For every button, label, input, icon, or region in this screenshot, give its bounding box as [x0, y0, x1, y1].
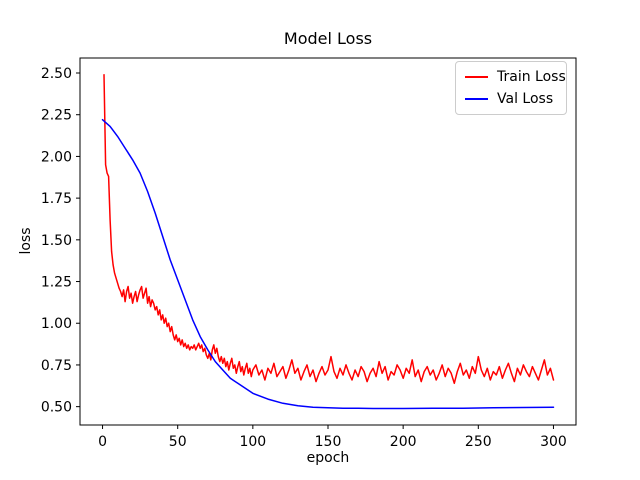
legend-entry-val-loss: Val Loss	[456, 88, 566, 110]
val-loss-line	[101, 118, 555, 410]
y-tick-label: 2.00	[41, 149, 72, 165]
legend-label-train-loss: Train Loss	[497, 69, 566, 85]
legend: Train Loss Val Loss	[455, 61, 567, 115]
train-loss-line-swatch	[465, 76, 488, 78]
y-tick-label: 1.50	[41, 233, 72, 249]
y-tick-label: 1.00	[41, 316, 72, 332]
x-tick-label: 50	[169, 434, 187, 450]
y-tick-label: 1.75	[41, 191, 72, 207]
y-axis-label: loss	[18, 227, 34, 255]
x-tick-label: 100	[239, 434, 266, 450]
legend-entry-train-loss: Train Loss	[456, 66, 566, 88]
x-axis-label: epoch	[306, 450, 350, 466]
x-tick-label: 300	[540, 434, 567, 450]
x-tick-label: 0	[98, 434, 107, 450]
y-tick-label: 2.50	[41, 66, 72, 82]
chart-title: Model Loss	[283, 29, 373, 48]
y-tick-label: 0.75	[41, 358, 72, 374]
x-tick-label: 200	[390, 434, 417, 450]
x-tick-label: 150	[315, 434, 342, 450]
legend-label-val-loss: Val Loss	[497, 91, 554, 107]
x-tick-label: 250	[465, 434, 492, 450]
val-loss-line-swatch	[465, 98, 488, 100]
train-loss-line	[103, 73, 555, 385]
y-tick-label: 2.25	[41, 108, 72, 124]
y-tick-label: 0.50	[41, 400, 72, 416]
y-tick-label: 1.25	[41, 275, 72, 291]
